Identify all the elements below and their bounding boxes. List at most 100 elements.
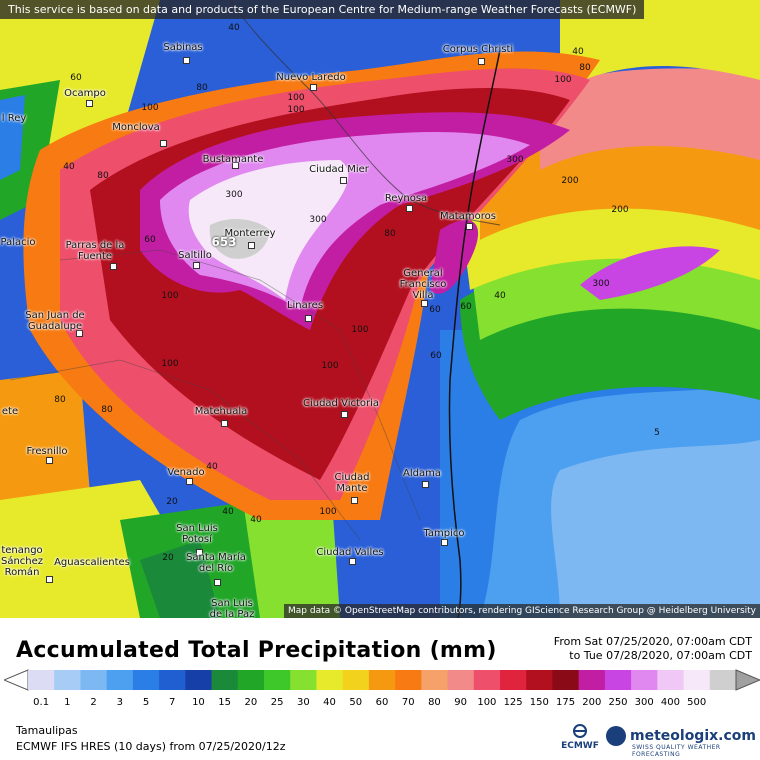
city-bustamante: Bustamante [202, 154, 264, 165]
city-monclova: Monclova [112, 122, 160, 133]
meteologix-logo-text: meteologix.com [630, 728, 756, 744]
scale-swatch [342, 670, 370, 690]
city-dot [406, 205, 413, 212]
city-dot [349, 558, 356, 565]
ecmwf-logo-text: ECMWF [561, 741, 599, 751]
city-sabinas: Sabinas [163, 42, 203, 53]
contour-label: 80 [101, 405, 113, 415]
city-dot [248, 242, 255, 249]
contour-label: 100 [287, 105, 305, 115]
city-dot [422, 481, 429, 488]
scale-tick-label: 400 [660, 697, 680, 708]
scale-tick-label: 200 [582, 697, 602, 708]
contour-label: 100 [141, 103, 159, 113]
city-dot [478, 58, 485, 65]
contour-label: 100 [351, 325, 369, 335]
city-palacio: Palacio [0, 237, 36, 248]
city-reynosa: Reynosa [384, 193, 428, 204]
city-dot [466, 223, 473, 230]
contour-label: 40 [63, 162, 75, 172]
contour-label: 100 [319, 507, 337, 517]
city-ciudad-mier: Ciudad Mier [309, 164, 369, 175]
scale-tick-label: 125 [503, 697, 523, 708]
city-nuevo-laredo: Nuevo Laredo [276, 72, 346, 83]
scale-swatch [709, 670, 737, 690]
meteologix-tagline: SWISS QUALITY WEATHER FORECASTING [632, 744, 721, 758]
contour-label: 20 [166, 497, 178, 507]
scale-swatch [657, 670, 685, 690]
scale-swatch [316, 670, 344, 690]
scale-tick-label: 70 [401, 697, 415, 708]
scale-swatch [631, 670, 658, 690]
scale-swatch [368, 670, 396, 690]
legend-title: Accumulated Total Precipitation (mm) [16, 638, 497, 663]
city-santa-maria: Santa María del Río [186, 552, 246, 574]
scale-swatch [500, 670, 527, 690]
city-rey: l Rey [1, 113, 27, 124]
scale-tick-label: 250 [608, 697, 628, 708]
scale-tick-label: 50 [349, 697, 363, 708]
contour-label: 40 [206, 462, 218, 472]
contour-label: 20 [162, 553, 174, 563]
meteologix-logo-icon [606, 726, 626, 746]
city-dot [46, 576, 53, 583]
contour-max-label: 653 [211, 235, 237, 249]
scale-swatch [526, 670, 553, 690]
city-parras: Parras de la Fuente [65, 240, 125, 262]
scale-tick-label: 100 [477, 697, 497, 708]
city-matamoros: Matamoros [440, 211, 496, 222]
city-mante: Ciudad Mante [334, 472, 370, 494]
scale-swatch [28, 670, 55, 690]
contour-label: 60 [429, 305, 441, 315]
scale-tick-label: 5 [142, 697, 150, 708]
scale-tick-label: 500 [687, 697, 707, 708]
scale-swatch [290, 670, 317, 690]
contour-label: 40 [250, 515, 262, 525]
city-dot [341, 411, 348, 418]
contour-label: 300 [225, 190, 243, 200]
region-name: Tamaulipas [16, 724, 78, 737]
scale-swatch [264, 670, 291, 690]
city-dot [196, 549, 203, 556]
period-from: From Sat 07/25/2020, 07:00am CDT [553, 635, 752, 648]
scale-swatch [237, 670, 265, 690]
precipitation-map: This service is based on data and produc… [0, 0, 760, 618]
contour-label: 40 [222, 507, 234, 517]
scale-tick-label: 40 [323, 697, 336, 708]
city-corpus-christi: Corpus Christi [442, 44, 514, 55]
contour-label: 80 [384, 229, 396, 239]
scale-swatch [578, 670, 606, 690]
city-dot [221, 420, 228, 427]
scale-tick-label: 25 [270, 697, 284, 708]
city-dot [305, 315, 312, 322]
forecast-period: From Sat 07/25/2020, 07:00am CDT to Tue … [554, 635, 752, 663]
contour-label: 100 [554, 75, 572, 85]
scale-tick-label: 3 [116, 697, 123, 708]
contour-label: 40 [494, 291, 506, 301]
contour-label: 40 [228, 23, 240, 33]
city-aldama: Aldama [403, 468, 441, 479]
scale-tick-label: 80 [428, 697, 441, 708]
scale-swatch [552, 670, 580, 690]
scale-tick-label: 90 [454, 697, 468, 708]
scale-tick-label: 0.1 [33, 697, 50, 708]
city-dot [110, 263, 117, 270]
city-tampico: Tampico [423, 528, 465, 539]
city-dot [183, 57, 190, 64]
contour-label: 80 [196, 83, 208, 93]
contour-label: 100 [287, 93, 305, 103]
scale-tick-label: 30 [296, 697, 310, 708]
scale-tick-label: 20 [244, 697, 258, 708]
scale-tick-label: 7 [169, 697, 176, 708]
contour-label: 40 [572, 47, 584, 57]
scale-swatch [473, 670, 501, 690]
contour-label: 60 [460, 302, 472, 312]
city-dot [160, 140, 167, 147]
scale-swatch [421, 670, 449, 690]
city-victoria: Ciudad Victoria [302, 398, 380, 409]
scale-tick-label: 300 [634, 697, 654, 708]
city-slp: San Luis Potosí [176, 523, 218, 545]
contour-label: 60 [144, 235, 156, 245]
city-tenango: tenango Sánchez Román [0, 545, 44, 578]
city-monterrey: Monterrey [224, 228, 276, 239]
